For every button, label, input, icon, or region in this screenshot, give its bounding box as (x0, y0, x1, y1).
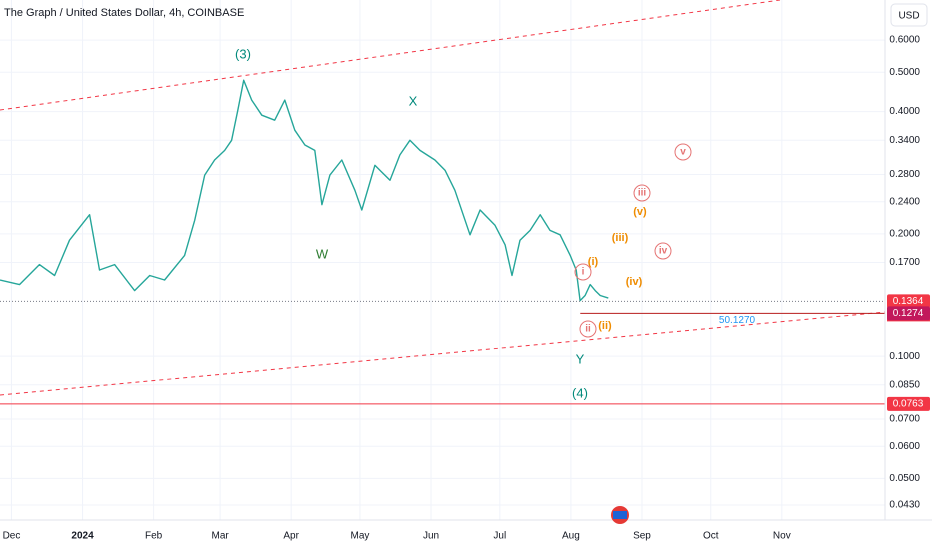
y-tick-label: 0.1000 (889, 351, 920, 362)
currency[interactable]: USD (898, 11, 919, 22)
x-tick-label: Jun (423, 531, 439, 542)
y-tick-label: 0.6000 (889, 35, 920, 46)
y-tick-label: 0.3400 (889, 135, 920, 146)
y-tick-label: 0.0600 (889, 441, 920, 452)
chart-title: The Graph / United States Dollar, 4h, CO… (4, 7, 244, 19)
x-tick-label: Dec (3, 531, 21, 542)
y-tick-label: 0.0430 (889, 500, 920, 511)
x-tick-label: Sep (633, 531, 651, 542)
x-tick-label: Apr (283, 531, 299, 542)
wave-label: iii (638, 188, 647, 199)
wave-circle (654, 242, 672, 260)
y-tick-label: 0.2800 (889, 169, 920, 180)
price-label: 0.0763 (893, 399, 924, 410)
y-tick-label: 0.0700 (889, 414, 920, 425)
x-tick-label: Oct (703, 531, 719, 542)
y-tick-label: 0.0850 (889, 379, 920, 390)
y-tick-label: 0.4000 (889, 106, 920, 117)
price-label: 0.1364 (893, 296, 924, 307)
level-note: 50.1270 (719, 315, 756, 326)
wave-label: (ii) (598, 320, 612, 332)
price-label: 0.1274 (893, 308, 924, 319)
wave-circle (579, 320, 597, 338)
wave-label: ii (585, 324, 591, 335)
wave-circle (633, 184, 651, 202)
x-tick-label: 2024 (71, 531, 94, 542)
x-tick-label: May (351, 531, 370, 542)
wave-label: (iii) (612, 232, 629, 244)
wave-label: (v) (633, 206, 647, 218)
wave-label: i (582, 267, 585, 278)
wave-label: (4) (572, 385, 588, 400)
wave-label: X (409, 93, 418, 108)
price-line (0, 79, 609, 302)
y-tick-label: 0.2000 (889, 229, 920, 240)
plot (0, 79, 885, 405)
price-label-box (887, 396, 930, 411)
y-tick-label: 0.1700 (889, 257, 920, 268)
y-tick-label: 0.5000 (889, 67, 920, 78)
x-tick-label: Feb (145, 531, 163, 542)
grid (0, 0, 885, 520)
y-tick-label: 0.0500 (889, 473, 920, 484)
wave-label: v (680, 147, 686, 158)
price-label-box (887, 294, 930, 309)
y-tick-label: 0.2400 (889, 196, 920, 207)
price-label-box (887, 306, 930, 321)
x-tick-label: Nov (773, 531, 791, 542)
x-tick-label: Mar (211, 531, 229, 542)
wave-label: (3) (235, 46, 251, 61)
x-tick-label: Aug (562, 531, 580, 542)
wave-label: (iv) (626, 276, 643, 288)
upper-trendline (0, 0, 781, 111)
x-tick-label: Jul (493, 531, 506, 542)
wave-label: (i) (588, 256, 599, 268)
wave-label: Y (576, 351, 585, 366)
wave-label: iv (659, 246, 668, 257)
currency-button[interactable] (890, 3, 928, 27)
wave-circle (574, 263, 592, 281)
wave-circle (674, 143, 692, 161)
wave-label: W (316, 246, 329, 261)
event-icon-flag (613, 511, 627, 519)
